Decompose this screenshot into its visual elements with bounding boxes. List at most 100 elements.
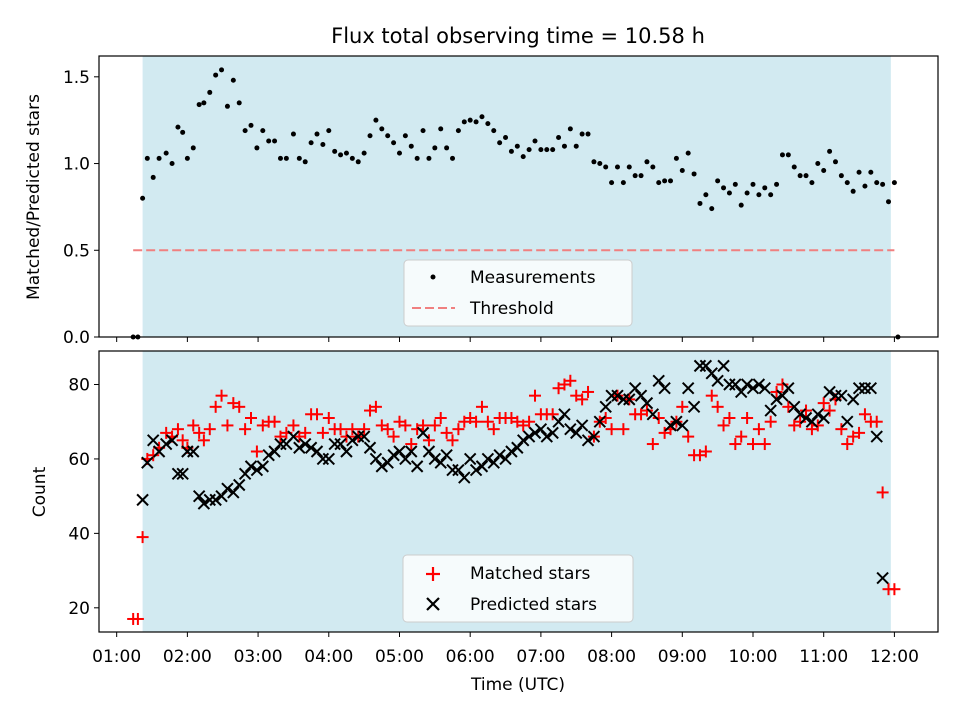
- predicted-star-point: [699, 359, 713, 373]
- measurement-point: [880, 181, 886, 187]
- predicted-star-point: [858, 382, 872, 395]
- predicted-star-point: [687, 400, 701, 414]
- measurement-point: [579, 131, 585, 137]
- measurement-point: [144, 155, 150, 161]
- measurement-point: [585, 131, 591, 137]
- predicted-star-point: [564, 422, 577, 436]
- predicted-star-point: [197, 497, 211, 510]
- predicted-star-point: [238, 467, 252, 481]
- predicted-star-point: [782, 382, 795, 395]
- measurement-point: [650, 164, 656, 170]
- measurement-point: [254, 145, 260, 151]
- measurement-point: [567, 126, 573, 132]
- predicted-star-point: [558, 408, 571, 421]
- predicted-star-point: [187, 445, 200, 458]
- predicted-star-point: [799, 411, 813, 425]
- matched-star-point: [340, 430, 353, 443]
- predicted-star-point: [293, 441, 306, 454]
- measurement-point: [538, 147, 544, 153]
- predicted-star-point: [328, 437, 341, 451]
- predicted-star-point: [852, 382, 866, 395]
- measurement-point: [868, 169, 874, 175]
- matched-star-point: [676, 400, 689, 413]
- predicted-star-point: [428, 452, 442, 466]
- measurement-point: [248, 122, 254, 128]
- measurement-point: [332, 148, 338, 154]
- matched-star-point: [440, 426, 453, 439]
- measurement-point: [207, 89, 213, 95]
- matched-star-point: [599, 411, 612, 424]
- measurement-point: [343, 150, 349, 156]
- legend-matched-marker: [426, 567, 440, 581]
- measurement-point: [508, 148, 514, 154]
- measurement-point: [272, 138, 278, 144]
- legend-measurements-label: Measurements: [470, 268, 596, 288]
- matched-star-point: [268, 415, 281, 428]
- predicted-star-point: [829, 389, 842, 402]
- matched-star-point: [746, 438, 759, 451]
- predicted-star-point: [534, 422, 548, 436]
- matched-star-point: [723, 411, 736, 424]
- predicted-star-point: [617, 393, 630, 406]
- predicted-star-point: [870, 430, 883, 443]
- count-legend: Matched stars Predicted stars: [402, 554, 634, 623]
- matched-star-point: [853, 426, 866, 439]
- measurement-point: [497, 140, 503, 146]
- measurement-point: [242, 128, 248, 134]
- matched-star-point: [528, 389, 541, 402]
- measurement-point: [302, 159, 308, 165]
- measurement-point: [815, 161, 821, 167]
- predicted-star-point: [393, 445, 406, 458]
- measurement-point: [184, 155, 190, 161]
- ratio-panel-frame: [98, 55, 939, 338]
- matched-star-point: [481, 415, 494, 428]
- measurement-point: [156, 155, 162, 161]
- matched-star-point: [316, 426, 329, 439]
- measurement-point: [744, 190, 750, 196]
- measurement-point: [679, 167, 685, 173]
- predicted-star-point: [764, 404, 777, 417]
- measurement-point: [219, 67, 225, 73]
- count-y-axis-label: Count: [30, 466, 50, 517]
- predicted-star-point: [165, 434, 179, 447]
- measurement-point: [856, 169, 862, 175]
- matched-star-point: [705, 389, 718, 402]
- predicted-star-point: [729, 378, 742, 391]
- x-tick-label: 07:00: [516, 647, 565, 667]
- measurement-point: [762, 185, 768, 191]
- matched-star-point: [823, 404, 836, 417]
- measurement-point: [420, 128, 426, 134]
- matched-star-point: [470, 415, 483, 428]
- predicted-star-point: [387, 449, 400, 462]
- predicted-star-point: [463, 452, 477, 466]
- x-tick-label: 04:00: [304, 647, 353, 667]
- measurement-point: [838, 173, 844, 179]
- matched-star-point: [811, 419, 824, 432]
- predicted-star-point: [770, 393, 783, 406]
- predicted-star-point: [811, 408, 825, 421]
- matched-star-point: [735, 430, 748, 443]
- predicted-star-point: [357, 430, 371, 443]
- measurement-point: [662, 178, 668, 184]
- measurement-point: [673, 155, 679, 161]
- measurement-point: [550, 147, 556, 153]
- matched-star-point: [334, 423, 347, 436]
- measurement-point: [609, 180, 615, 186]
- predicted-star-point: [274, 437, 287, 451]
- matched-star-point: [358, 423, 371, 436]
- predicted-star-point: [717, 359, 730, 373]
- matched-star-point: [287, 419, 300, 432]
- measurement-point: [314, 131, 320, 137]
- matched-star-point: [564, 374, 577, 387]
- chart-title: Flux total observing time = 10.58 h: [331, 24, 705, 48]
- matched-star-point: [452, 423, 465, 436]
- measurement-point: [320, 141, 326, 147]
- predicted-star-point: [652, 374, 665, 387]
- measurement-point: [891, 180, 897, 186]
- legend-predicted-marker: [426, 597, 440, 611]
- predicted-star-point: [487, 456, 500, 469]
- matched-star-point: [417, 419, 430, 432]
- count-panel: 20 40 60 80 01:00 02:00 03:00 04:00 05:00 06:00 07…: [30, 350, 939, 695]
- predicted-star-point: [611, 389, 624, 402]
- measurement-point: [614, 164, 620, 170]
